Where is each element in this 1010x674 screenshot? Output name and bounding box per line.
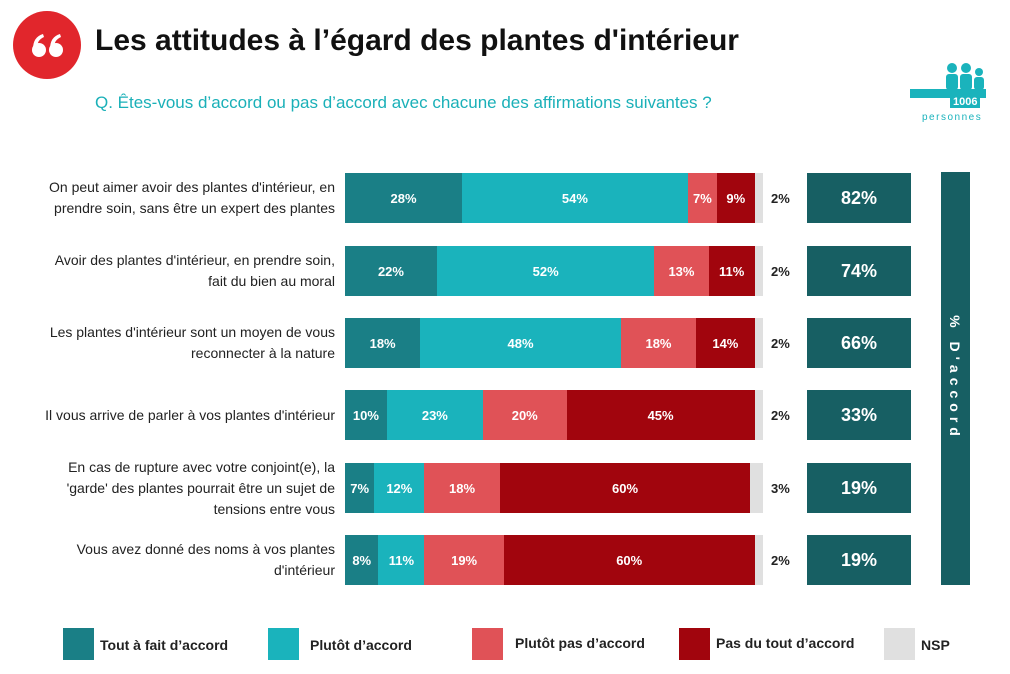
category-label: Avoir des plantes d'intérieur, en prendr… [54,252,335,289]
bar-segment: 52% [436,246,655,296]
nsp-label: 2% [771,190,790,206]
quote-logo [13,11,81,79]
bar-segment: 19% [424,535,504,585]
summary-value: 19% [807,463,911,513]
legend-swatch [268,628,299,660]
category-label: On peut aimer avoir des plantes d'intéri… [49,179,335,216]
bar-segment: 10% [345,390,387,440]
category-label: Il vous arrive de parler à vos plantes d… [45,406,335,423]
bar-segment [754,390,763,440]
summary-value: 66% [807,318,911,368]
summary-banner [941,172,970,585]
category-label: Vous avez donné des noms à vos plantes d… [76,541,335,578]
bar-segment: 18% [345,318,421,368]
legend-label: Tout à fait d’accord [100,637,229,653]
nsp-label: 2% [771,552,790,568]
bar-segment: 8% [345,535,379,585]
bar-segment: 28% [345,173,463,223]
nsp-label: 2% [771,335,790,351]
summary-value: 82% [807,173,911,223]
summary-value: 19% [807,535,911,585]
bar-segment [754,173,763,223]
bar-segment: 20% [482,390,567,440]
legend-swatch [472,628,503,660]
category-label: En cas de rupture avec votre conjoint(e)… [66,458,335,517]
nsp-label: 2% [771,407,790,423]
bar-segment: 22% [345,246,437,296]
nsp-label: 2% [771,263,790,279]
bar-segment: 7% [345,463,375,513]
legend-swatch [679,628,710,660]
bar-segment: 14% [696,318,755,368]
sample-label: personnes [922,112,983,123]
bar-segment: 18% [424,463,500,513]
bar-segment: 12% [374,463,425,513]
bar-segment [754,246,763,296]
summary-value: 74% [807,246,911,296]
sample-size: 1006 [950,96,981,108]
bar-segment: 18% [620,318,697,368]
bar-segment: 60% [503,535,755,585]
bar-segment [750,463,763,513]
nsp-label: 3% [771,480,790,496]
bar-segment: 45% [566,390,755,440]
bar-segment: 13% [654,246,709,296]
bar-segment: 60% [499,463,751,513]
people-icon [910,63,986,98]
legend-label: Plutôt d’accord [310,637,412,653]
bar-segment: 7% [687,173,717,223]
bar-segment: 23% [386,390,483,440]
bar-segment: 48% [420,318,621,368]
bar-segment [754,535,763,585]
legend-label: NSP [921,637,950,653]
title: Les attitudes à l’égard des plantes d'in… [95,24,739,57]
bar-segment [754,318,763,368]
category-label: Les plantes d'intérieur sont un moyen de… [49,324,335,361]
subtitle: Q. Êtes-vous d’accord ou pas d’accord av… [95,93,712,112]
summary-title: % D'accord [947,315,963,441]
legend-label: Pas du tout d’accord [716,635,855,651]
bar-segment: 11% [378,535,425,585]
bar-segment: 54% [462,173,688,223]
summary-value: 33% [807,390,911,440]
bar-segment: 11% [708,246,755,296]
legend-swatch [63,628,94,660]
legend-label: Plutôt pas d’accord [515,635,645,651]
legend-swatch [884,628,915,660]
bar-segment: 9% [717,173,755,223]
